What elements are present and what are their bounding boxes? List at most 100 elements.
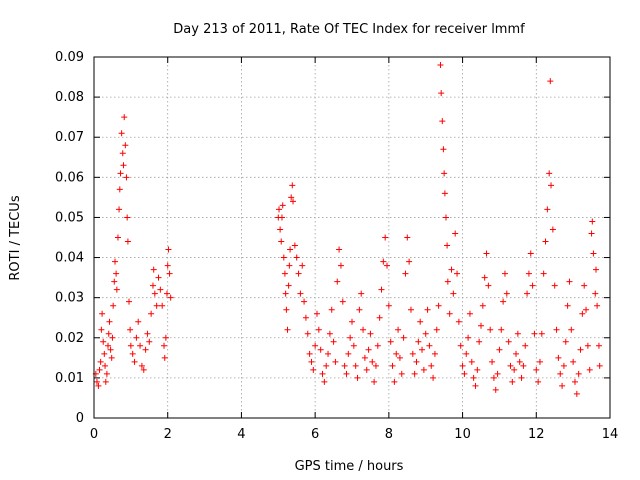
data-point	[106, 318, 113, 325]
data-point	[485, 282, 492, 289]
data-point	[535, 378, 542, 385]
chart-title: Day 213 of 2011, Rate Of TEC Index for r…	[173, 22, 525, 37]
data-point	[590, 250, 597, 257]
grid-lines	[94, 57, 610, 418]
data-point	[450, 290, 457, 297]
data-point	[96, 366, 103, 373]
x-axis-title: GPS time / hours	[295, 459, 404, 474]
data-point	[492, 386, 499, 393]
data-point	[301, 298, 308, 305]
data-point	[387, 338, 394, 345]
data-point	[120, 162, 127, 169]
y-tick-label: 0.02	[55, 331, 84, 346]
x-tick-label: 0	[90, 427, 98, 442]
x-tick-label: 14	[602, 427, 619, 442]
data-point	[153, 302, 160, 309]
data-point	[287, 246, 294, 253]
data-point	[524, 290, 531, 297]
data-point	[396, 354, 403, 361]
data-point	[347, 334, 354, 341]
data-point	[426, 342, 433, 349]
data-point	[135, 318, 142, 325]
data-point	[352, 362, 359, 369]
data-point	[339, 298, 346, 305]
data-point	[109, 334, 116, 341]
data-point	[441, 190, 448, 197]
data-point	[389, 362, 396, 369]
data-point	[505, 338, 512, 345]
data-point	[332, 358, 339, 365]
x-tick-label: 6	[311, 427, 319, 442]
data-point	[129, 350, 136, 357]
data-point	[527, 250, 534, 257]
data-point	[430, 374, 437, 381]
data-point	[424, 306, 431, 313]
data-point	[371, 378, 378, 385]
data-point	[323, 362, 330, 369]
data-point	[513, 350, 520, 357]
data-point	[288, 194, 295, 201]
data-point	[149, 282, 156, 289]
data-point	[116, 186, 123, 193]
plot-frame	[93, 56, 611, 419]
data-point	[407, 306, 414, 313]
data-point	[360, 326, 367, 333]
data-point	[102, 378, 109, 385]
data-point	[151, 290, 158, 297]
data-point	[326, 330, 333, 337]
data-point	[137, 342, 144, 349]
data-point	[588, 230, 595, 237]
data-point	[533, 366, 540, 373]
data-point	[328, 306, 335, 313]
data-point	[361, 354, 368, 361]
data-point	[369, 358, 376, 365]
data-point	[146, 338, 153, 345]
data-point	[349, 318, 355, 325]
data-point	[547, 78, 554, 85]
data-point	[325, 350, 332, 357]
data-point	[586, 366, 593, 373]
data-point	[516, 358, 523, 365]
data-point	[595, 342, 602, 349]
data-point	[102, 362, 109, 369]
data-point	[437, 62, 444, 69]
data-point	[385, 302, 392, 309]
data-point	[337, 262, 344, 269]
x-tick-label: 2	[164, 427, 172, 442]
data-point	[140, 366, 147, 373]
data-point	[395, 326, 402, 333]
data-point	[433, 326, 440, 333]
y-tick-label: 0.01	[55, 371, 84, 386]
data-point	[575, 370, 582, 377]
data-point	[142, 346, 149, 353]
data-point	[343, 370, 350, 377]
data-point	[444, 242, 451, 249]
data-point	[584, 342, 591, 349]
data-point	[564, 302, 571, 309]
data-point	[402, 270, 409, 277]
data-point	[276, 206, 283, 213]
data-point	[291, 242, 298, 249]
y-tick-label: 0.05	[55, 210, 84, 225]
data-point	[284, 326, 291, 333]
data-point	[476, 338, 483, 345]
data-point	[454, 270, 461, 277]
data-point	[583, 306, 590, 313]
data-point	[100, 338, 107, 345]
data-point	[384, 262, 391, 269]
data-point	[428, 362, 435, 369]
data-point	[500, 298, 507, 305]
data-point	[468, 358, 475, 365]
data-point	[483, 250, 490, 257]
data-point	[119, 150, 126, 157]
data-point	[279, 202, 286, 209]
data-point	[101, 350, 108, 357]
data-point	[164, 262, 171, 269]
data-point	[93, 378, 100, 385]
data-point	[283, 306, 290, 313]
data-point	[551, 282, 558, 289]
data-point	[157, 286, 164, 293]
data-point	[378, 286, 385, 293]
x-tick-label: 10	[454, 427, 471, 442]
data-point	[113, 286, 120, 293]
